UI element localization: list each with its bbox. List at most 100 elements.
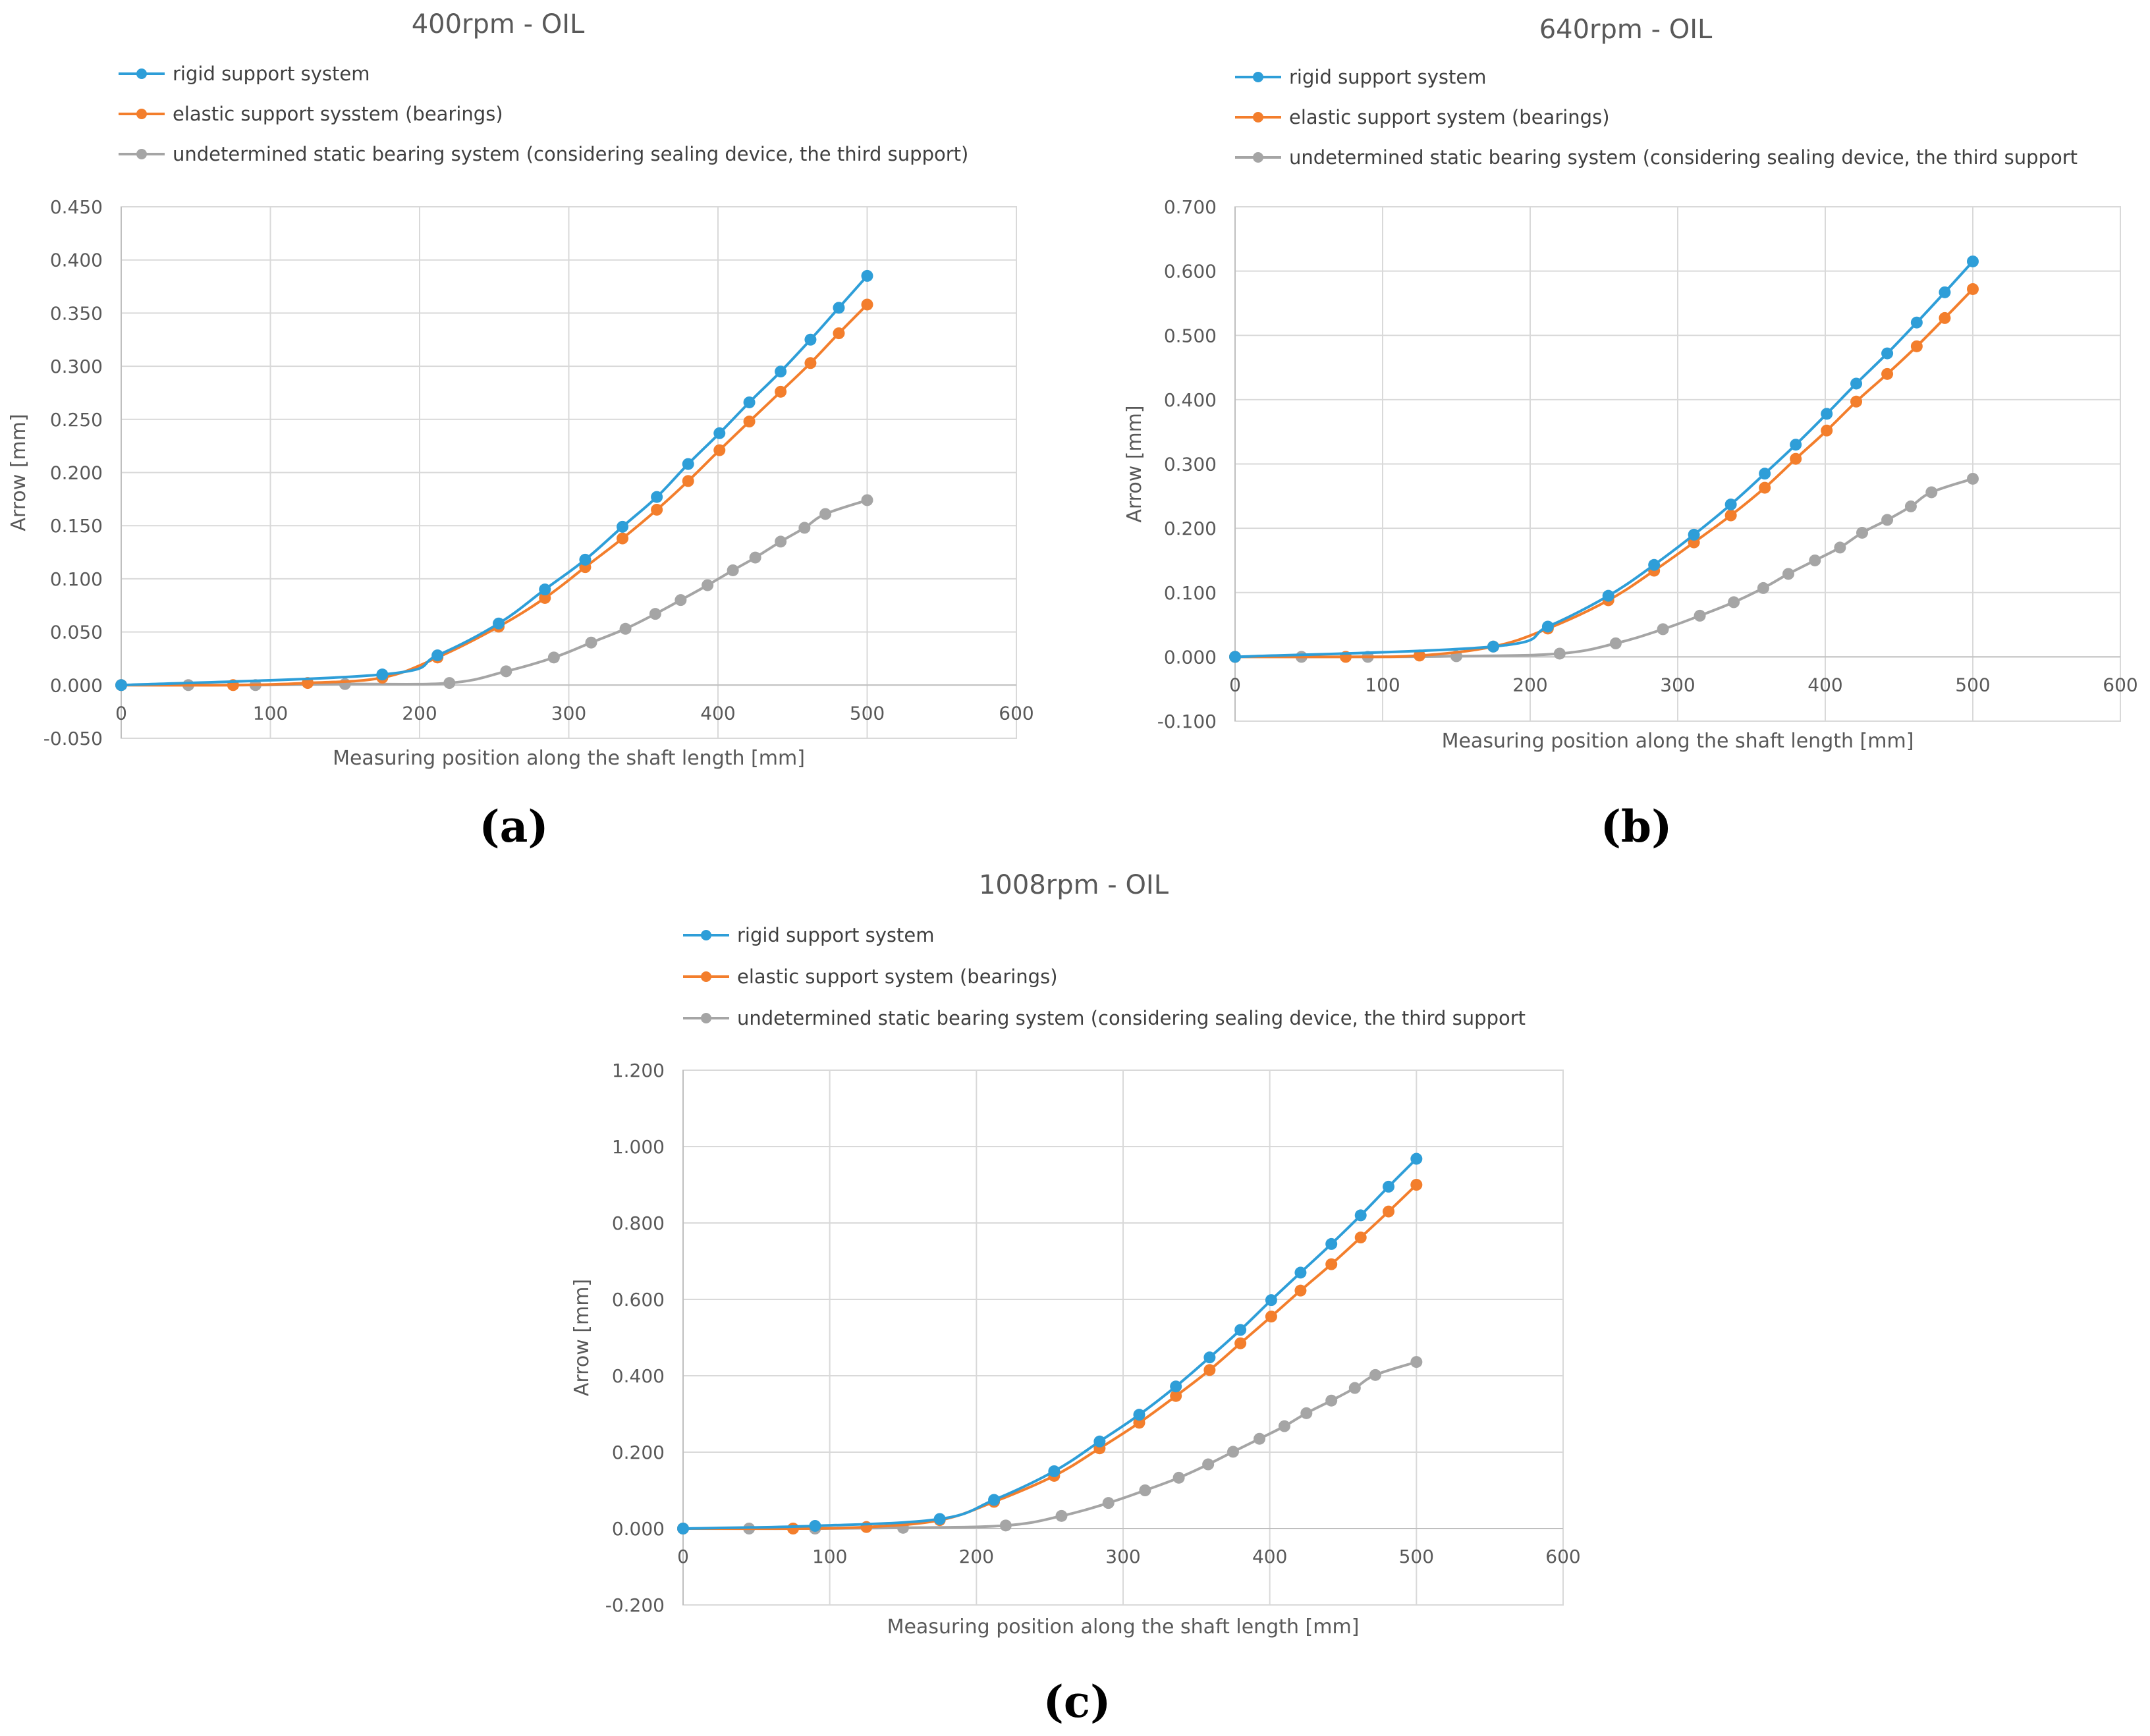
y-tick-label: 1.200 (612, 1060, 665, 1081)
data-point (1265, 1311, 1277, 1323)
data-point (682, 475, 694, 487)
data-point (1093, 1435, 1106, 1448)
legend-label: rigid support system (1289, 66, 1486, 88)
data-point (1300, 1407, 1313, 1419)
x-axis-title: Measuring position along the shaft lengt… (887, 1615, 1360, 1639)
data-point (804, 357, 817, 369)
y-tick-label: 0.200 (50, 462, 103, 484)
data-point (1553, 647, 1566, 660)
data-point (809, 1519, 821, 1532)
data-point (1203, 1364, 1216, 1376)
data-point (376, 668, 389, 681)
panel-label: (b) (1601, 801, 1672, 852)
data-point (1410, 1356, 1423, 1369)
plot-grid (1234, 206, 2121, 722)
data-point (1724, 509, 1737, 522)
data-point (1325, 1237, 1338, 1250)
data-point (651, 503, 663, 516)
x-tick-label: 600 (2103, 674, 2137, 695)
x-tick-label: 200 (959, 1546, 994, 1567)
data-point (1354, 1209, 1367, 1222)
data-point (649, 608, 661, 620)
data-point (749, 551, 761, 564)
data-point (743, 416, 756, 428)
x-tick-label: 200 (402, 702, 437, 724)
data-point (1850, 377, 1863, 390)
data-point (1383, 1205, 1395, 1218)
data-point (1967, 255, 1979, 267)
data-point (988, 1494, 1001, 1506)
data-point (1294, 1284, 1307, 1297)
data-point (727, 564, 739, 576)
legend-entry-2: elastic support system (bearings) (683, 965, 1058, 988)
data-point (339, 678, 351, 690)
panel-label: (a) (479, 801, 548, 852)
data-point (819, 508, 832, 520)
legend-label: undetermined static bearing system (cons… (1289, 146, 2078, 169)
y-tick-label: 0.500 (1164, 325, 1217, 346)
data-point (547, 651, 560, 664)
x-tick-label: 100 (812, 1546, 847, 1567)
y-tick-label: 0.100 (1164, 582, 1217, 604)
data-point (1410, 1153, 1423, 1165)
data-point (787, 1523, 799, 1534)
series-3 (677, 1356, 1423, 1534)
x-axis-title: Measuring position along the shaft lengt… (333, 747, 805, 770)
data-point (1856, 526, 1868, 539)
data-point (861, 269, 873, 282)
x-tick-label: 400 (700, 702, 735, 724)
y-tick-label: 0.000 (612, 1518, 665, 1540)
data-point (1234, 1337, 1247, 1349)
legend-entry-1: rigid support system (1235, 66, 1486, 88)
data-point (1809, 554, 1821, 566)
legend-entry-2: elastic support sysstem (bearings) (119, 103, 503, 125)
legend-entry-1: rigid support system (683, 924, 934, 946)
data-point (1790, 439, 1802, 451)
data-point (617, 532, 629, 545)
data-point (1354, 1232, 1367, 1244)
data-point (677, 1523, 689, 1534)
data-point (585, 636, 597, 649)
legend-marker (136, 109, 147, 119)
y-tick-label: 0.800 (612, 1212, 665, 1234)
y-tick-label: 1.000 (612, 1136, 665, 1158)
chart-title: 1008rpm - OIL (979, 870, 1169, 900)
data-point (1881, 347, 1894, 360)
x-tick-label: 300 (1105, 1546, 1140, 1567)
data-point (775, 535, 787, 548)
y-axis-title: Arrow [mm] (7, 414, 30, 531)
legend-marker (701, 930, 711, 940)
data-point (1728, 596, 1740, 609)
data-point (1688, 528, 1700, 541)
data-point (1910, 316, 1923, 329)
data-point (1967, 283, 1979, 295)
data-point (1881, 367, 1894, 380)
data-point (619, 622, 632, 635)
data-point (861, 494, 873, 506)
legend-label: elastic support sysstem (bearings) (173, 103, 503, 125)
y-tick-label: 0.700 (1164, 196, 1217, 218)
series-line (682, 1361, 1418, 1531)
x-tick-label: 500 (1399, 1546, 1434, 1567)
legend-entry-3: undetermined static bearing system (cons… (119, 143, 968, 165)
data-point (1139, 1484, 1151, 1496)
data-point (431, 649, 444, 662)
x-tick-label: 300 (551, 702, 586, 724)
y-tick-label: 0.200 (612, 1442, 665, 1463)
data-point (1229, 651, 1241, 663)
series-1 (1229, 255, 1979, 663)
y-axis-title: Arrow [mm] (570, 1279, 593, 1396)
legend-entry-2: elastic support system (bearings) (1235, 106, 1610, 128)
legend-label: rigid support system (737, 924, 934, 946)
series-2 (1229, 283, 1979, 663)
data-point (1910, 340, 1923, 352)
data-point (1102, 1497, 1115, 1509)
data-point (713, 427, 726, 439)
data-point (702, 579, 714, 591)
legend-label: elastic support system (bearings) (737, 965, 1058, 988)
data-point (1234, 1324, 1247, 1336)
legend-entry-3: undetermined static bearing system (cons… (683, 1007, 1526, 1029)
legend-label: undetermined static bearing system (cons… (737, 1007, 1526, 1029)
data-point (1821, 424, 1833, 437)
y-tick-label: -0.100 (1157, 711, 1217, 732)
